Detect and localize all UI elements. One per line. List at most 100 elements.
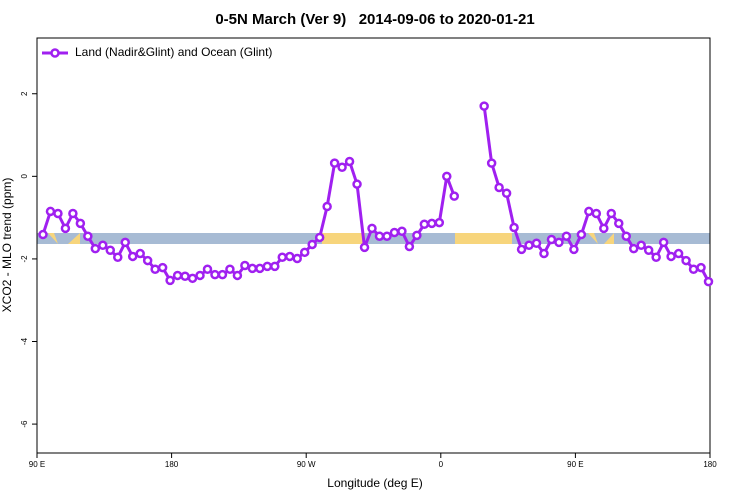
y-axis-label: XCO2 - MLO trend (ppm) xyxy=(0,178,14,313)
data-point xyxy=(142,255,153,266)
data-point xyxy=(427,218,437,229)
data-point xyxy=(225,264,235,274)
legend-label: Land (Nadir&Glint) and Ocean (Glint) xyxy=(75,45,272,59)
data-point xyxy=(232,270,243,281)
data-point xyxy=(509,222,519,233)
data-point xyxy=(337,162,347,172)
data-point xyxy=(681,255,691,266)
data-point xyxy=(255,263,265,274)
data-point xyxy=(524,240,534,251)
data-point xyxy=(374,231,385,241)
data-point xyxy=(150,264,160,274)
data-point xyxy=(614,218,624,229)
data-point xyxy=(651,252,661,263)
data-point xyxy=(172,270,183,281)
legend-marker xyxy=(50,48,60,58)
data-point xyxy=(703,276,714,287)
x-tick-label: 180 xyxy=(165,460,179,469)
land-band xyxy=(588,233,598,244)
data-point xyxy=(576,229,587,240)
data-point xyxy=(584,206,594,217)
data-point xyxy=(90,243,101,254)
data-point xyxy=(180,271,190,282)
data-point xyxy=(546,234,557,245)
x-tick-label: 90 E xyxy=(29,460,45,469)
data-point xyxy=(561,231,572,241)
data-point xyxy=(569,244,579,255)
data-point xyxy=(292,253,302,264)
data-point xyxy=(277,252,288,263)
data-point xyxy=(299,247,310,258)
data-point xyxy=(621,231,631,241)
data-point xyxy=(60,223,71,234)
data-point xyxy=(688,264,699,274)
data-point xyxy=(352,179,362,189)
x-tick-label: 180 xyxy=(703,460,717,469)
surface-band xyxy=(37,233,710,244)
data-point xyxy=(531,238,542,248)
x-axis-label: Longitude (deg E) xyxy=(327,476,422,490)
data-point xyxy=(404,241,415,252)
data-point xyxy=(83,231,93,241)
data-point xyxy=(314,232,325,243)
data-point xyxy=(98,240,108,251)
ocean-band xyxy=(37,233,710,244)
data-point xyxy=(329,158,340,168)
data-point xyxy=(494,182,504,193)
data-point xyxy=(673,248,684,259)
data-point xyxy=(45,206,56,217)
data-point xyxy=(113,252,123,263)
data-point xyxy=(666,251,676,262)
data-point xyxy=(247,263,258,274)
data-point xyxy=(157,262,168,273)
chart-title: 0-5N March (Ver 9) 2014-09-06 to 2020-01… xyxy=(215,11,534,28)
plot-frame xyxy=(36,37,711,454)
land-band xyxy=(48,233,58,244)
land-band xyxy=(604,233,614,244)
data-point xyxy=(165,275,175,286)
data-point xyxy=(539,248,549,259)
data-point xyxy=(270,261,280,272)
data-point xyxy=(554,237,564,248)
y-tick-label: 2 xyxy=(20,91,29,96)
land-band xyxy=(322,233,365,244)
x-tick-label: 90 E xyxy=(567,460,583,469)
data-point xyxy=(284,251,295,262)
data-point xyxy=(120,237,130,248)
data-point xyxy=(434,217,445,228)
data-point xyxy=(382,231,392,241)
data-point xyxy=(397,226,407,237)
data-point xyxy=(262,261,273,272)
data-point xyxy=(240,260,250,271)
data-point xyxy=(479,101,489,111)
data-point xyxy=(53,208,63,219)
data-point xyxy=(135,248,145,259)
data-point xyxy=(591,208,602,219)
data-point xyxy=(412,230,422,241)
data-point xyxy=(344,156,355,167)
data-point xyxy=(195,270,205,281)
data-point xyxy=(217,269,228,280)
data-point xyxy=(307,239,317,250)
data-point xyxy=(38,229,48,240)
data-point xyxy=(359,242,370,253)
y-tick-label: -6 xyxy=(20,420,29,428)
data-point xyxy=(68,208,78,219)
data-point xyxy=(322,201,332,212)
data-point xyxy=(696,262,706,273)
data-point xyxy=(658,237,669,248)
land-band xyxy=(455,233,512,244)
data-point xyxy=(127,251,138,262)
land-band xyxy=(68,233,80,244)
x-tick-label: 90 W xyxy=(297,460,316,469)
data-point xyxy=(202,264,213,274)
data-point xyxy=(105,245,116,255)
data-point xyxy=(501,188,512,199)
data-point xyxy=(516,244,527,255)
data-point xyxy=(75,218,86,229)
data-point xyxy=(389,227,400,238)
x-tick-label: 0 xyxy=(439,460,444,469)
data-point xyxy=(442,171,452,182)
data-point xyxy=(449,191,460,201)
